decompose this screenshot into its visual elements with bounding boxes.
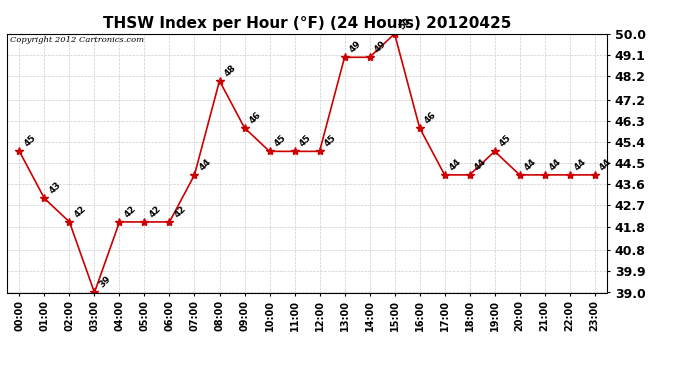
Text: 46: 46 — [422, 110, 437, 125]
Text: 45: 45 — [497, 133, 513, 148]
Text: 39: 39 — [97, 274, 112, 290]
Text: Copyright 2012 Cartronics.com: Copyright 2012 Cartronics.com — [10, 36, 144, 44]
Text: 44: 44 — [473, 157, 488, 172]
Text: 45: 45 — [297, 133, 313, 148]
Text: 42: 42 — [122, 204, 137, 219]
Text: 45: 45 — [322, 133, 337, 148]
Text: 42: 42 — [72, 204, 88, 219]
Text: 42: 42 — [172, 204, 188, 219]
Text: 42: 42 — [147, 204, 163, 219]
Text: 43: 43 — [47, 180, 63, 196]
Text: 46: 46 — [247, 110, 263, 125]
Text: 48: 48 — [222, 63, 237, 78]
Text: 44: 44 — [522, 157, 538, 172]
Text: 49: 49 — [347, 39, 363, 54]
Text: 44: 44 — [573, 157, 588, 172]
Text: 45: 45 — [273, 133, 288, 148]
Title: THSW Index per Hour (°F) (24 Hours) 20120425: THSW Index per Hour (°F) (24 Hours) 2012… — [103, 16, 511, 31]
Text: 45: 45 — [22, 133, 37, 148]
Text: 44: 44 — [447, 157, 463, 172]
Text: 44: 44 — [598, 157, 613, 172]
Text: 44: 44 — [547, 157, 563, 172]
Text: 44: 44 — [197, 157, 213, 172]
Text: 50: 50 — [397, 16, 413, 31]
Text: 49: 49 — [373, 39, 388, 54]
